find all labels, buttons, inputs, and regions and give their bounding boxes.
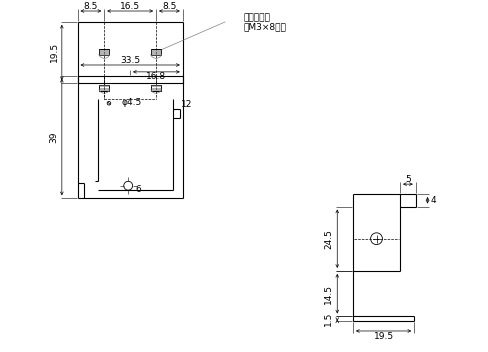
Text: 12: 12 (181, 100, 192, 109)
Bar (99, 50, 109, 55)
Bar (99, 84, 109, 90)
Text: （M3×8）付: （M3×8）付 (243, 22, 285, 31)
Text: 8.5: 8.5 (83, 2, 98, 11)
Bar (151, 84, 161, 90)
Text: 16.5: 16.5 (120, 2, 140, 11)
Text: ナベ小ネジ: ナベ小ネジ (243, 13, 269, 23)
Text: 39: 39 (49, 131, 59, 143)
Text: 16.8: 16.8 (146, 72, 166, 81)
Text: 8.5: 8.5 (162, 2, 176, 11)
Text: 4: 4 (430, 196, 435, 205)
Text: 19.5: 19.5 (373, 332, 393, 341)
Text: φ4.5: φ4.5 (122, 98, 142, 107)
Text: 19.5: 19.5 (49, 42, 59, 63)
Text: 24.5: 24.5 (323, 229, 332, 249)
Text: 33.5: 33.5 (120, 56, 140, 64)
Text: 1.5: 1.5 (323, 312, 332, 326)
Text: 5: 5 (404, 175, 410, 184)
Bar (151, 50, 161, 55)
Text: 14.5: 14.5 (323, 284, 332, 304)
Text: 6: 6 (135, 185, 141, 194)
